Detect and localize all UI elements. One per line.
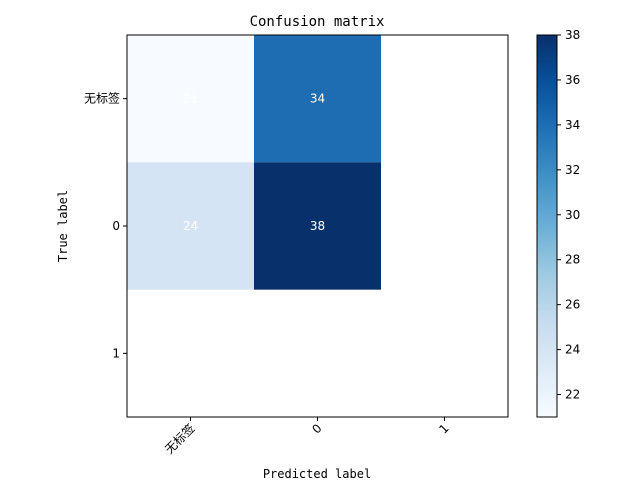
colorbar-tick-label: 28 (565, 253, 580, 267)
colorbar-tick-label: 30 (565, 208, 580, 222)
x-tick-label: 1 (436, 421, 451, 436)
cell-value-label: 24 (183, 219, 198, 233)
y-tick-label: 无标签 (84, 91, 120, 106)
colorbar (536, 34, 558, 418)
colorbar-tick-label: 34 (565, 118, 580, 132)
y-axis-label: True label (56, 190, 70, 262)
x-tick-label: 0 (309, 421, 324, 436)
heatmap-cell (127, 35, 254, 163)
chart-title: Confusion matrix (250, 14, 385, 30)
heatmap-cell (254, 35, 381, 163)
colorbar-tick-label: 26 (565, 298, 580, 312)
heatmap-cell (127, 162, 254, 290)
colorbar-ticks: 22 24 26 28 30 32 34 36 38 (557, 28, 580, 402)
x-axis-label: Predicted label (263, 467, 371, 480)
heatmap-cells: 21 34 24 38 (127, 35, 381, 290)
colorbar-tick-label: 22 (565, 388, 580, 402)
cell-value-label: 38 (310, 219, 325, 233)
colorbar-tick-label: 38 (565, 28, 580, 42)
heatmap-cell (254, 162, 381, 290)
colorbar-tick-label: 36 (565, 73, 580, 87)
x-tick-label: 无标签 (162, 421, 198, 457)
colorbar-tick-label: 24 (565, 343, 580, 357)
cell-value-label: 21 (183, 92, 198, 106)
y-tick-label: 1 (112, 346, 120, 360)
y-tick-label: 0 (112, 219, 120, 233)
cell-value-label: 34 (310, 92, 325, 106)
colorbar-tick-label: 32 (565, 163, 580, 177)
